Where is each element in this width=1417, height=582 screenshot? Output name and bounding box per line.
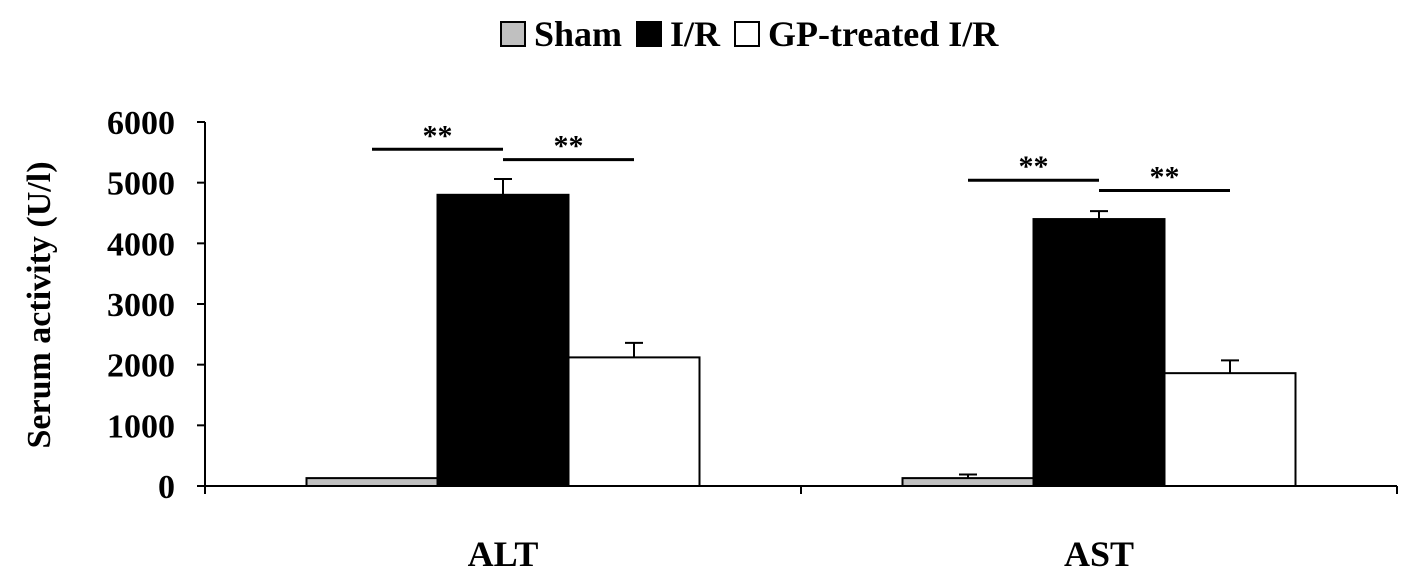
bar-ast-gp-treated-i-r bbox=[1163, 372, 1297, 487]
bar-ast-i-r bbox=[1032, 218, 1166, 487]
legend-item-sham: Sham bbox=[500, 13, 622, 55]
y-tick-label-5: 5000 bbox=[107, 166, 175, 203]
legend-item-gp-treated-ir: GP-treated I/R bbox=[734, 13, 998, 55]
legend: Sham I/R GP-treated I/R bbox=[500, 12, 1012, 56]
significance-label-3: ** bbox=[1150, 161, 1180, 194]
legend-swatch-sham bbox=[500, 21, 526, 47]
bar-ast-sham bbox=[901, 477, 1035, 488]
legend-label-gp-treated-ir: GP-treated I/R bbox=[768, 14, 999, 54]
y-tick-label-4: 4000 bbox=[107, 226, 175, 263]
significance-label-2: ** bbox=[1019, 150, 1049, 183]
y-tick-label-3: 3000 bbox=[107, 287, 175, 324]
bar-alt-i-r bbox=[436, 193, 570, 488]
y-tick-label-2: 2000 bbox=[107, 348, 175, 385]
x-category-label-ast: AST bbox=[1064, 534, 1134, 574]
y-tick-label-0: 0 bbox=[158, 469, 175, 506]
x-category-label-alt: ALT bbox=[468, 534, 539, 574]
legend-swatch-gp-treated-ir bbox=[734, 21, 761, 47]
legend-label-ir: I/R bbox=[670, 14, 721, 54]
y-tick-label-6: 6000 bbox=[107, 105, 175, 142]
bar-alt-gp-treated-i-r bbox=[567, 356, 701, 487]
y-tick-label-1: 1000 bbox=[107, 408, 175, 445]
legend-label-sham: Sham bbox=[534, 14, 623, 54]
y-axis-label: Serum activity (U/l) bbox=[21, 161, 58, 448]
bar-alt-sham bbox=[305, 477, 439, 488]
significance-label-1: ** bbox=[554, 130, 584, 163]
legend-item-ir: I/R bbox=[636, 13, 720, 55]
significance-label-0: ** bbox=[423, 119, 453, 152]
legend-swatch-ir bbox=[636, 21, 663, 47]
